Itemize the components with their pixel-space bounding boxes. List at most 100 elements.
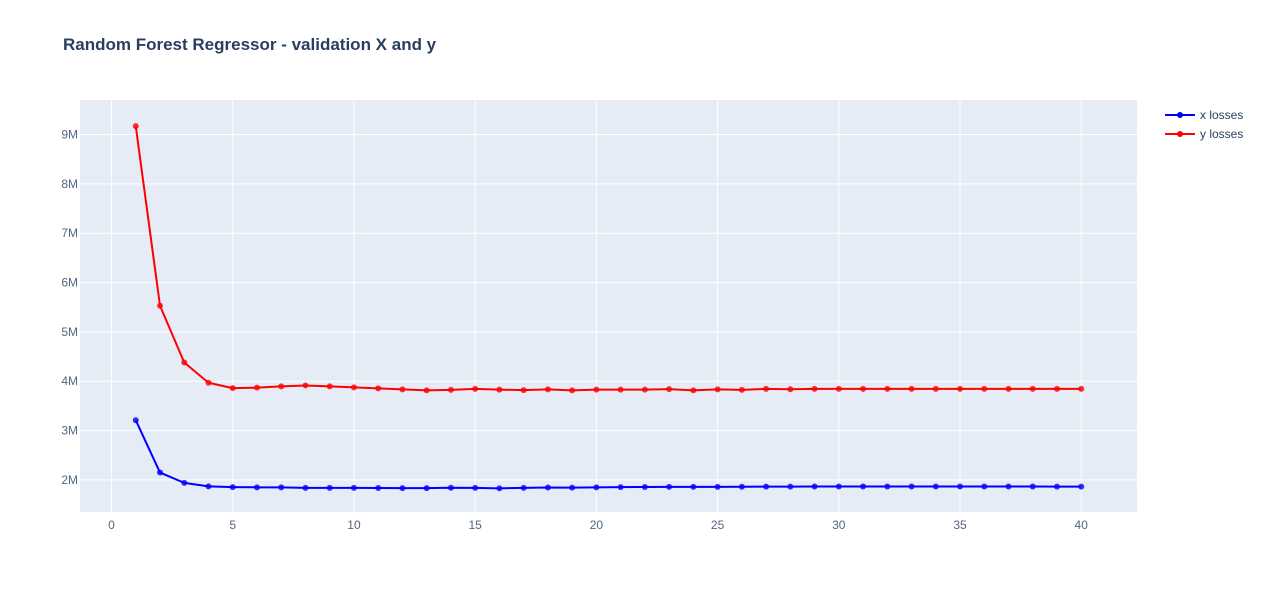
data-point-x-losses[interactable] xyxy=(350,484,357,491)
data-point-x-losses[interactable] xyxy=(666,483,673,490)
data-point-y-losses[interactable] xyxy=(399,386,406,393)
data-point-y-losses[interactable] xyxy=(787,386,794,393)
data-point-y-losses[interactable] xyxy=(205,379,212,386)
data-point-y-losses[interactable] xyxy=(253,384,260,391)
data-point-x-losses[interactable] xyxy=(423,485,430,492)
data-point-x-losses[interactable] xyxy=(132,417,139,424)
data-point-x-losses[interactable] xyxy=(690,483,697,490)
data-point-x-losses[interactable] xyxy=(278,484,285,491)
x-tick-label: 10 xyxy=(347,518,361,532)
data-point-y-losses[interactable] xyxy=(132,123,139,130)
data-point-y-losses[interactable] xyxy=(593,386,600,393)
data-point-x-losses[interactable] xyxy=(835,483,842,490)
data-point-y-losses[interactable] xyxy=(520,387,527,394)
data-point-y-losses[interactable] xyxy=(1078,385,1085,392)
data-point-y-losses[interactable] xyxy=(496,386,503,393)
data-point-y-losses[interactable] xyxy=(617,386,624,393)
data-point-x-losses[interactable] xyxy=(811,483,818,490)
data-point-x-losses[interactable] xyxy=(1029,483,1036,490)
data-point-x-losses[interactable] xyxy=(253,484,260,491)
y-tick-label: 7M xyxy=(61,226,78,240)
data-point-x-losses[interactable] xyxy=(569,484,576,491)
y-tick-label: 4M xyxy=(61,374,78,388)
data-point-y-losses[interactable] xyxy=(763,385,770,392)
data-point-y-losses[interactable] xyxy=(472,385,479,392)
data-point-x-losses[interactable] xyxy=(205,483,212,490)
data-point-x-losses[interactable] xyxy=(544,484,551,491)
x-tick-label: 30 xyxy=(832,518,846,532)
data-point-y-losses[interactable] xyxy=(641,386,648,393)
data-point-y-losses[interactable] xyxy=(690,387,697,394)
y-tick-label: 2M xyxy=(61,473,78,487)
x-tick-label: 0 xyxy=(108,518,115,532)
data-point-x-losses[interactable] xyxy=(641,483,648,490)
data-point-y-losses[interactable] xyxy=(375,385,382,392)
legend[interactable]: x losses y losses xyxy=(1165,108,1243,141)
data-point-x-losses[interactable] xyxy=(932,483,939,490)
data-point-x-losses[interactable] xyxy=(157,469,164,476)
data-point-x-losses[interactable] xyxy=(399,485,406,492)
axis-ticks: 0 5 10 15 20 25 30 35 40 2M 3M 4M 5M 6M 7M 8M 9M xyxy=(61,128,1088,532)
data-point-y-losses[interactable] xyxy=(932,385,939,392)
series-line-x-losses xyxy=(134,419,1082,490)
x-tick-label: 15 xyxy=(468,518,482,532)
data-point-y-losses[interactable] xyxy=(884,385,891,392)
y-tick-label: 5M xyxy=(61,325,78,339)
grid-lines xyxy=(80,100,1137,512)
data-point-y-losses[interactable] xyxy=(569,387,576,394)
data-point-x-losses[interactable] xyxy=(326,484,333,491)
data-point-x-losses[interactable] xyxy=(981,483,988,490)
data-point-x-losses[interactable] xyxy=(908,483,915,490)
series-layer xyxy=(132,123,1085,492)
data-point-x-losses[interactable] xyxy=(884,483,891,490)
data-point-y-losses[interactable] xyxy=(666,386,673,393)
legend-marker-y-losses xyxy=(1177,131,1183,137)
data-point-x-losses[interactable] xyxy=(447,484,454,491)
data-point-y-losses[interactable] xyxy=(835,385,842,392)
legend-item-y-losses[interactable]: y losses xyxy=(1165,127,1243,141)
data-point-x-losses[interactable] xyxy=(617,484,624,491)
data-point-y-losses[interactable] xyxy=(350,384,357,391)
data-point-x-losses[interactable] xyxy=(763,483,770,490)
data-point-y-losses[interactable] xyxy=(181,359,188,366)
data-point-y-losses[interactable] xyxy=(738,386,745,393)
data-point-x-losses[interactable] xyxy=(860,483,867,490)
data-point-y-losses[interactable] xyxy=(544,386,551,393)
data-point-y-losses[interactable] xyxy=(1053,385,1060,392)
data-point-y-losses[interactable] xyxy=(811,385,818,392)
data-point-x-losses[interactable] xyxy=(181,479,188,486)
data-point-x-losses[interactable] xyxy=(714,483,721,490)
data-point-x-losses[interactable] xyxy=(1005,483,1012,490)
data-point-y-losses[interactable] xyxy=(229,385,236,392)
data-point-y-losses[interactable] xyxy=(714,386,721,393)
data-point-x-losses[interactable] xyxy=(229,484,236,491)
data-point-y-losses[interactable] xyxy=(1005,385,1012,392)
data-point-x-losses[interactable] xyxy=(496,485,503,492)
data-point-x-losses[interactable] xyxy=(472,484,479,491)
data-point-y-losses[interactable] xyxy=(860,385,867,392)
data-point-y-losses[interactable] xyxy=(957,385,964,392)
data-point-y-losses[interactable] xyxy=(1029,385,1036,392)
data-point-x-losses[interactable] xyxy=(1078,483,1085,490)
data-point-x-losses[interactable] xyxy=(957,483,964,490)
legend-item-x-losses[interactable]: x losses xyxy=(1165,108,1243,122)
series-x-losses xyxy=(132,417,1085,492)
data-point-x-losses[interactable] xyxy=(787,483,794,490)
data-point-x-losses[interactable] xyxy=(520,484,527,491)
data-point-x-losses[interactable] xyxy=(302,484,309,491)
data-point-y-losses[interactable] xyxy=(423,387,430,394)
data-point-y-losses[interactable] xyxy=(157,302,164,309)
data-point-y-losses[interactable] xyxy=(278,383,285,390)
data-point-x-losses[interactable] xyxy=(593,484,600,491)
data-point-y-losses[interactable] xyxy=(981,385,988,392)
data-point-y-losses[interactable] xyxy=(302,382,309,389)
data-point-y-losses[interactable] xyxy=(908,385,915,392)
data-point-y-losses[interactable] xyxy=(326,383,333,390)
legend-label-y-losses: y losses xyxy=(1200,127,1243,141)
data-point-y-losses[interactable] xyxy=(447,386,454,393)
data-point-x-losses[interactable] xyxy=(375,485,382,492)
data-point-x-losses[interactable] xyxy=(1053,483,1060,490)
data-point-x-losses[interactable] xyxy=(738,483,745,490)
